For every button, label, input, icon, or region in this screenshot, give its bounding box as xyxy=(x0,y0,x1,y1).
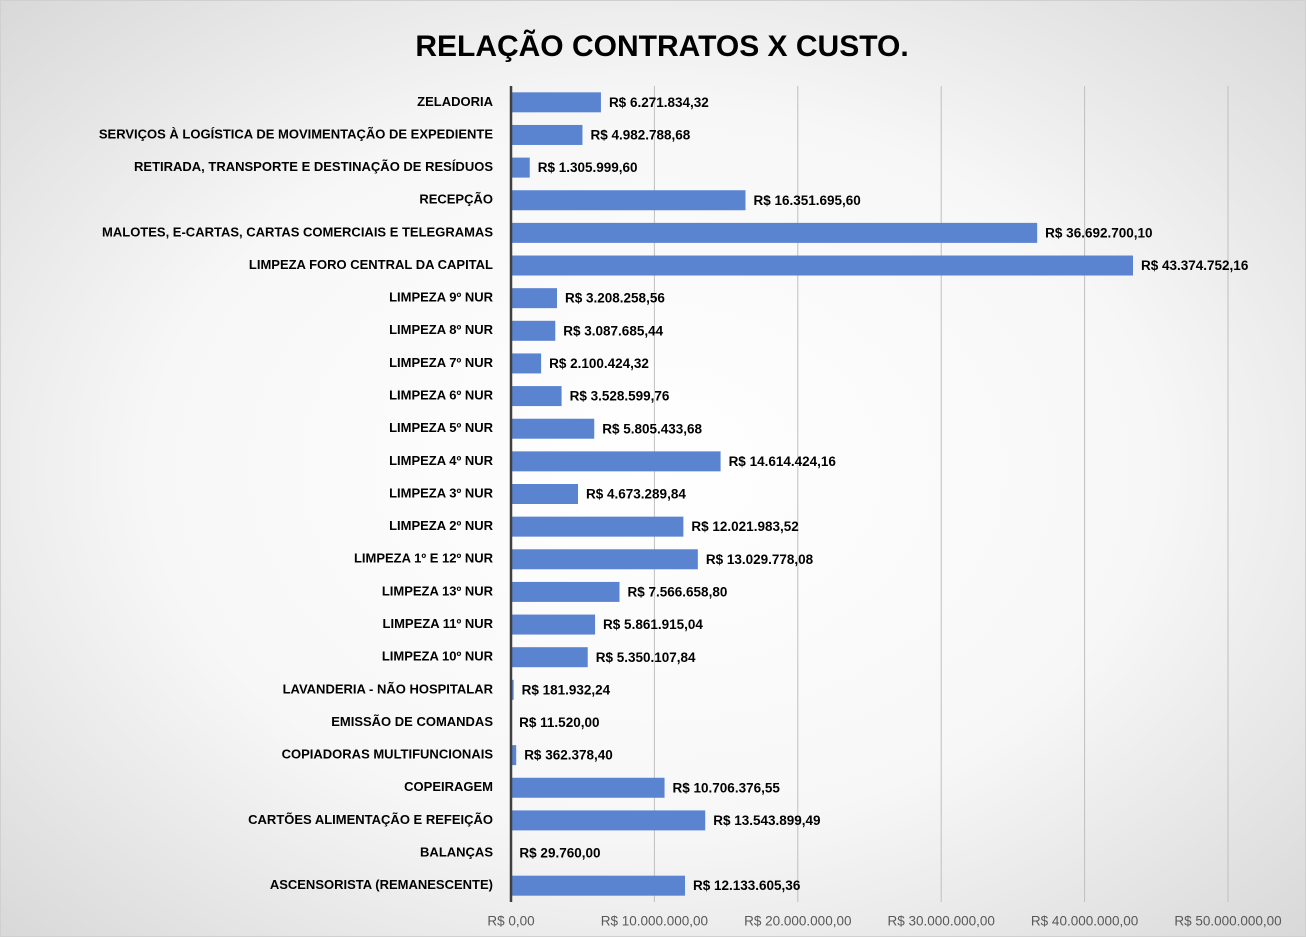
x-tick-label: R$ 40.000.000,00 xyxy=(1031,914,1138,929)
y-tick-label: COPIADORAS MULTIFUNCIONAIS xyxy=(282,747,494,762)
bar xyxy=(511,516,684,537)
data-label: R$ 12.021.983,52 xyxy=(691,519,798,534)
data-label: R$ 4.982.788,68 xyxy=(590,128,690,143)
y-tick-label: LIMPEZA 10º NUR xyxy=(382,649,494,664)
data-label: R$ 7.566.658,80 xyxy=(628,584,728,599)
y-tick-label: LIMPEZA 11º NUR xyxy=(383,616,494,631)
data-label: R$ 36.692.700,10 xyxy=(1045,225,1152,240)
y-tick-label: LIMPEZA FORO CENTRAL DA CAPITAL xyxy=(249,257,493,272)
y-tick-label: LIMPEZA 13º NUR xyxy=(382,583,494,598)
y-tick-label: BALANÇAS xyxy=(420,844,493,859)
bar xyxy=(511,288,558,309)
y-tick-label: ASCENSORISTA (REMANESCENTE) xyxy=(270,877,493,892)
bar xyxy=(511,190,746,211)
y-tick-label: SERVIÇOS À LOGÍSTICA DE MOVIMENTAÇÃO DE … xyxy=(99,126,493,141)
bar xyxy=(511,810,706,831)
y-tick-label: LIMPEZA 8º NUR xyxy=(389,322,494,337)
y-tick-label: LIMPEZA 2º NUR xyxy=(389,518,494,533)
y-tick-label: ZELADORIA xyxy=(417,94,493,109)
bar xyxy=(511,157,530,178)
data-label: R$ 13.029.778,08 xyxy=(706,552,814,567)
chart-title: RELAÇÃO CONTRATOS X CUSTO. xyxy=(415,29,908,63)
data-label: R$ 5.350.107,84 xyxy=(596,650,696,665)
y-tick-label: EMISSÃO DE COMANDAS xyxy=(331,714,493,729)
data-label: R$ 10.706.376,55 xyxy=(673,780,781,795)
bar xyxy=(511,451,721,472)
data-label: R$ 5.861.915,04 xyxy=(603,617,703,632)
y-tick-label: LIMPEZA 7º NUR xyxy=(389,355,494,370)
data-label: R$ 12.133.605,36 xyxy=(693,878,801,893)
data-label: R$ 3.208.258,56 xyxy=(565,291,665,306)
y-tick-label: RECEPÇÃO xyxy=(419,192,493,207)
y-tick-label: RETIRADA, TRANSPORTE E DESTINAÇÃO DE RES… xyxy=(134,159,493,174)
x-tick-label: R$ 0,00 xyxy=(487,914,534,929)
bar xyxy=(511,255,1133,276)
data-label: R$ 362.378,40 xyxy=(524,748,613,763)
bar xyxy=(511,222,1038,243)
x-tick-label: R$ 50.000.000,00 xyxy=(1174,914,1281,929)
y-tick-label: LIMPEZA 6º NUR xyxy=(389,388,494,403)
bar xyxy=(511,484,579,504)
data-label: R$ 13.543.899,49 xyxy=(713,813,820,828)
data-label: R$ 4.673.289,84 xyxy=(586,487,686,502)
x-tick-label: R$ 10.000.000,00 xyxy=(601,914,708,929)
y-tick-label: LIMPEZA 3º NUR xyxy=(389,485,494,500)
y-tick-label: LAVANDERIA - NÃO HOSPITALAR xyxy=(283,681,494,696)
y-tick-label: LIMPEZA 1º E 12º NUR xyxy=(354,551,494,566)
y-tick-label: COPEIRAGEM xyxy=(404,779,493,794)
y-tick-label: LIMPEZA 9º NUR xyxy=(389,290,494,305)
data-label: R$ 3.528.599,76 xyxy=(570,389,670,404)
y-tick-label: CARTÕES ALIMENTAÇÃO E REFEIÇÃO xyxy=(248,812,493,827)
bar xyxy=(511,679,514,700)
bar xyxy=(511,320,556,341)
bar xyxy=(511,92,601,113)
bar xyxy=(511,647,588,668)
x-tick-label: R$ 20.000.000,00 xyxy=(744,914,851,929)
data-label: R$ 29.760,00 xyxy=(519,846,600,861)
bar xyxy=(511,875,685,896)
bar xyxy=(511,124,583,145)
data-label: R$ 14.614.424,16 xyxy=(729,454,837,469)
data-label: R$ 3.087.685,44 xyxy=(563,323,663,338)
data-label: R$ 6.271.834,32 xyxy=(609,95,709,110)
data-label: R$ 181.932,24 xyxy=(522,682,611,697)
data-label: R$ 43.374.752,16 xyxy=(1141,258,1249,273)
bar xyxy=(511,386,562,407)
bar xyxy=(511,418,595,439)
data-label: R$ 2.100.424,32 xyxy=(549,356,649,371)
data-label: R$ 1.305.999,60 xyxy=(538,160,638,175)
bar xyxy=(511,353,542,374)
bar xyxy=(511,614,596,635)
y-tick-label: LIMPEZA 4º NUR xyxy=(389,453,494,468)
bar xyxy=(511,549,698,570)
x-tick-label: R$ 30.000.000,00 xyxy=(888,914,995,929)
y-tick-label: MALOTES, E-CARTAS, CARTAS COMERCIAIS E T… xyxy=(102,224,493,239)
data-label: R$ 5.805.433,68 xyxy=(602,421,702,436)
data-label: R$ 11.520,00 xyxy=(519,715,599,730)
y-tick-label: LIMPEZA 5º NUR xyxy=(389,420,494,435)
data-label: R$ 16.351.695,60 xyxy=(753,193,860,208)
bar xyxy=(511,777,665,798)
bar xyxy=(511,745,517,766)
bar xyxy=(511,581,620,602)
